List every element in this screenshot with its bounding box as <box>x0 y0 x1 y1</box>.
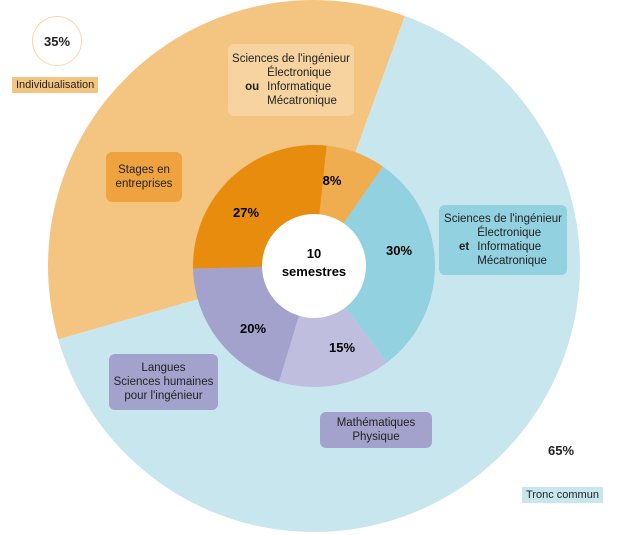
individualisation-label: Individualisation <box>16 79 95 91</box>
center-label-line2: semestres <box>282 264 346 279</box>
inner-value-labels: 8% 30% 15% 20% 27% <box>233 173 412 355</box>
inner-slice-1 <box>314 166 435 363</box>
sciences-ou-item-3: Mécatronique <box>267 95 337 107</box>
stages-box: Stages en entreprises <box>106 152 182 202</box>
sciences-ou-prefix: ou <box>245 81 260 93</box>
sciences-et-title: Sciences de l'ingénieur <box>444 213 562 225</box>
sciences-et-item-2: Informatique <box>477 241 542 253</box>
sciences-ou-item-1: Électronique <box>267 67 332 79</box>
tronc-commun-value: 65% <box>547 442 575 458</box>
langues-line-1: Langues <box>141 362 186 374</box>
inner-label-27: 27% <box>233 205 259 220</box>
inner-label-30: 30% <box>386 243 412 258</box>
sciences-ou-title: Sciences de l'ingénieur <box>232 53 350 65</box>
tronc-commun-tag: Tronc commun <box>522 487 603 503</box>
center-hole <box>262 214 366 318</box>
maths-line-1: Mathématiques <box>336 417 416 429</box>
individualisation-value: 35% <box>43 33 71 49</box>
inner-label-20: 20% <box>240 321 266 336</box>
tronc-commun-badge: 65% <box>537 426 585 474</box>
maths-line-2: Physique <box>352 431 400 443</box>
inner-label-8: 8% <box>323 173 342 188</box>
langues-box: Langues Sciences humaines pour l'ingénie… <box>109 354 218 410</box>
sciences-et-item-3: Mécatronique <box>477 255 547 267</box>
sciences-et-box: Sciences de l'ingénieur et Électronique … <box>439 205 567 275</box>
sciences-et-prefix: et <box>459 241 470 253</box>
individualisation-tag: Individualisation <box>12 77 99 93</box>
individualisation-badge: 35% <box>32 16 82 66</box>
sciences-ou-box: Sciences de l'ingénieur ou Électronique … <box>228 44 354 116</box>
stages-line-1: Stages en <box>118 164 170 176</box>
inner-label-15: 15% <box>329 340 355 355</box>
maths-box: Mathématiques Physique <box>320 412 432 448</box>
sciences-ou-item-2: Informatique <box>267 81 332 93</box>
sciences-et-item-1: Électronique <box>477 227 542 239</box>
langues-line-2: Sciences humaines <box>113 376 214 388</box>
langues-line-3: pour l'ingénieur <box>124 390 203 402</box>
stages-line-2: entreprises <box>115 178 173 190</box>
tronc-commun-label: Tronc commun <box>526 489 599 501</box>
center-label-line1: 10 <box>307 246 321 261</box>
